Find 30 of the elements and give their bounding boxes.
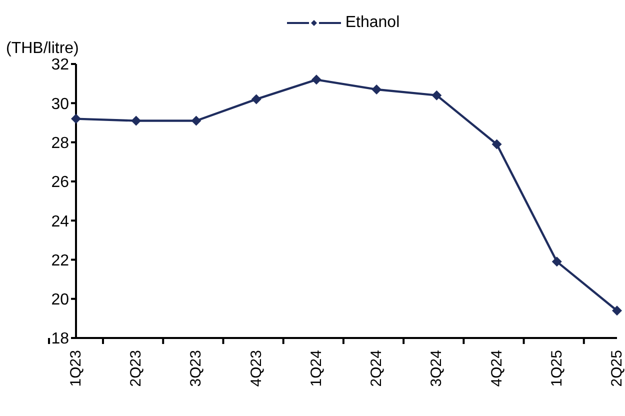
x-tick-label: 2Q25 bbox=[608, 350, 625, 387]
point bbox=[432, 90, 442, 100]
x-tick-label: 2Q23 bbox=[128, 350, 145, 387]
point bbox=[612, 306, 622, 316]
point bbox=[372, 84, 382, 94]
x-tick-label: 1Q24 bbox=[308, 350, 325, 387]
point bbox=[131, 116, 142, 126]
point bbox=[71, 114, 81, 124]
x-tick-label: 3Q24 bbox=[428, 350, 446, 387]
y-tick-label: 22 bbox=[51, 252, 70, 270]
point bbox=[492, 139, 502, 150]
y-tick-label: 26 bbox=[51, 174, 70, 192]
point bbox=[311, 74, 322, 85]
point bbox=[191, 116, 202, 126]
x-tick-label: 1Q23 bbox=[68, 350, 84, 387]
point bbox=[251, 94, 262, 104]
y-axis-title: (THB/litre) bbox=[6, 40, 79, 58]
point bbox=[552, 256, 562, 267]
x-tick-label: 4Q24 bbox=[488, 350, 506, 387]
x-tick-label: 4Q23 bbox=[248, 350, 265, 387]
y-tick-label: 24 bbox=[51, 213, 70, 230]
y-tick-label: 28 bbox=[51, 134, 70, 152]
y-tick-label: 32 bbox=[51, 56, 70, 74]
legend-label: Ethanol bbox=[344, 14, 400, 32]
y-tick-label: 18 bbox=[51, 330, 70, 348]
x-tick-label: 2Q24 bbox=[368, 350, 386, 387]
x-tick-label: 3Q23 bbox=[188, 350, 205, 387]
y-tick-label: 20 bbox=[51, 292, 70, 309]
y-tick-label: 30 bbox=[51, 96, 70, 113]
x-tick-label: 1Q25 bbox=[548, 350, 566, 387]
